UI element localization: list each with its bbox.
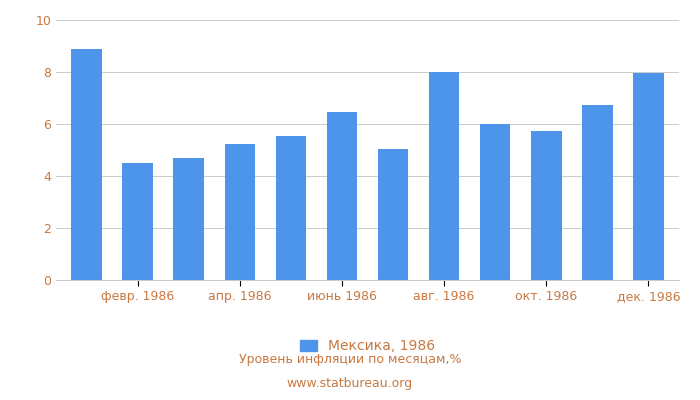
Text: Уровень инфляции по месяцам,%: Уровень инфляции по месяцам,% bbox=[239, 354, 461, 366]
Bar bbox=[174, 158, 204, 280]
Bar bbox=[531, 130, 561, 280]
Bar bbox=[582, 104, 612, 280]
Bar bbox=[633, 73, 664, 280]
Bar bbox=[276, 136, 306, 280]
Bar bbox=[327, 112, 357, 280]
Bar bbox=[429, 72, 459, 280]
Bar bbox=[71, 48, 102, 280]
Bar bbox=[378, 149, 408, 280]
Bar bbox=[122, 163, 153, 280]
Bar bbox=[480, 124, 510, 280]
Legend: Мексика, 1986: Мексика, 1986 bbox=[295, 334, 440, 359]
Bar bbox=[225, 144, 256, 280]
Text: www.statbureau.org: www.statbureau.org bbox=[287, 378, 413, 390]
